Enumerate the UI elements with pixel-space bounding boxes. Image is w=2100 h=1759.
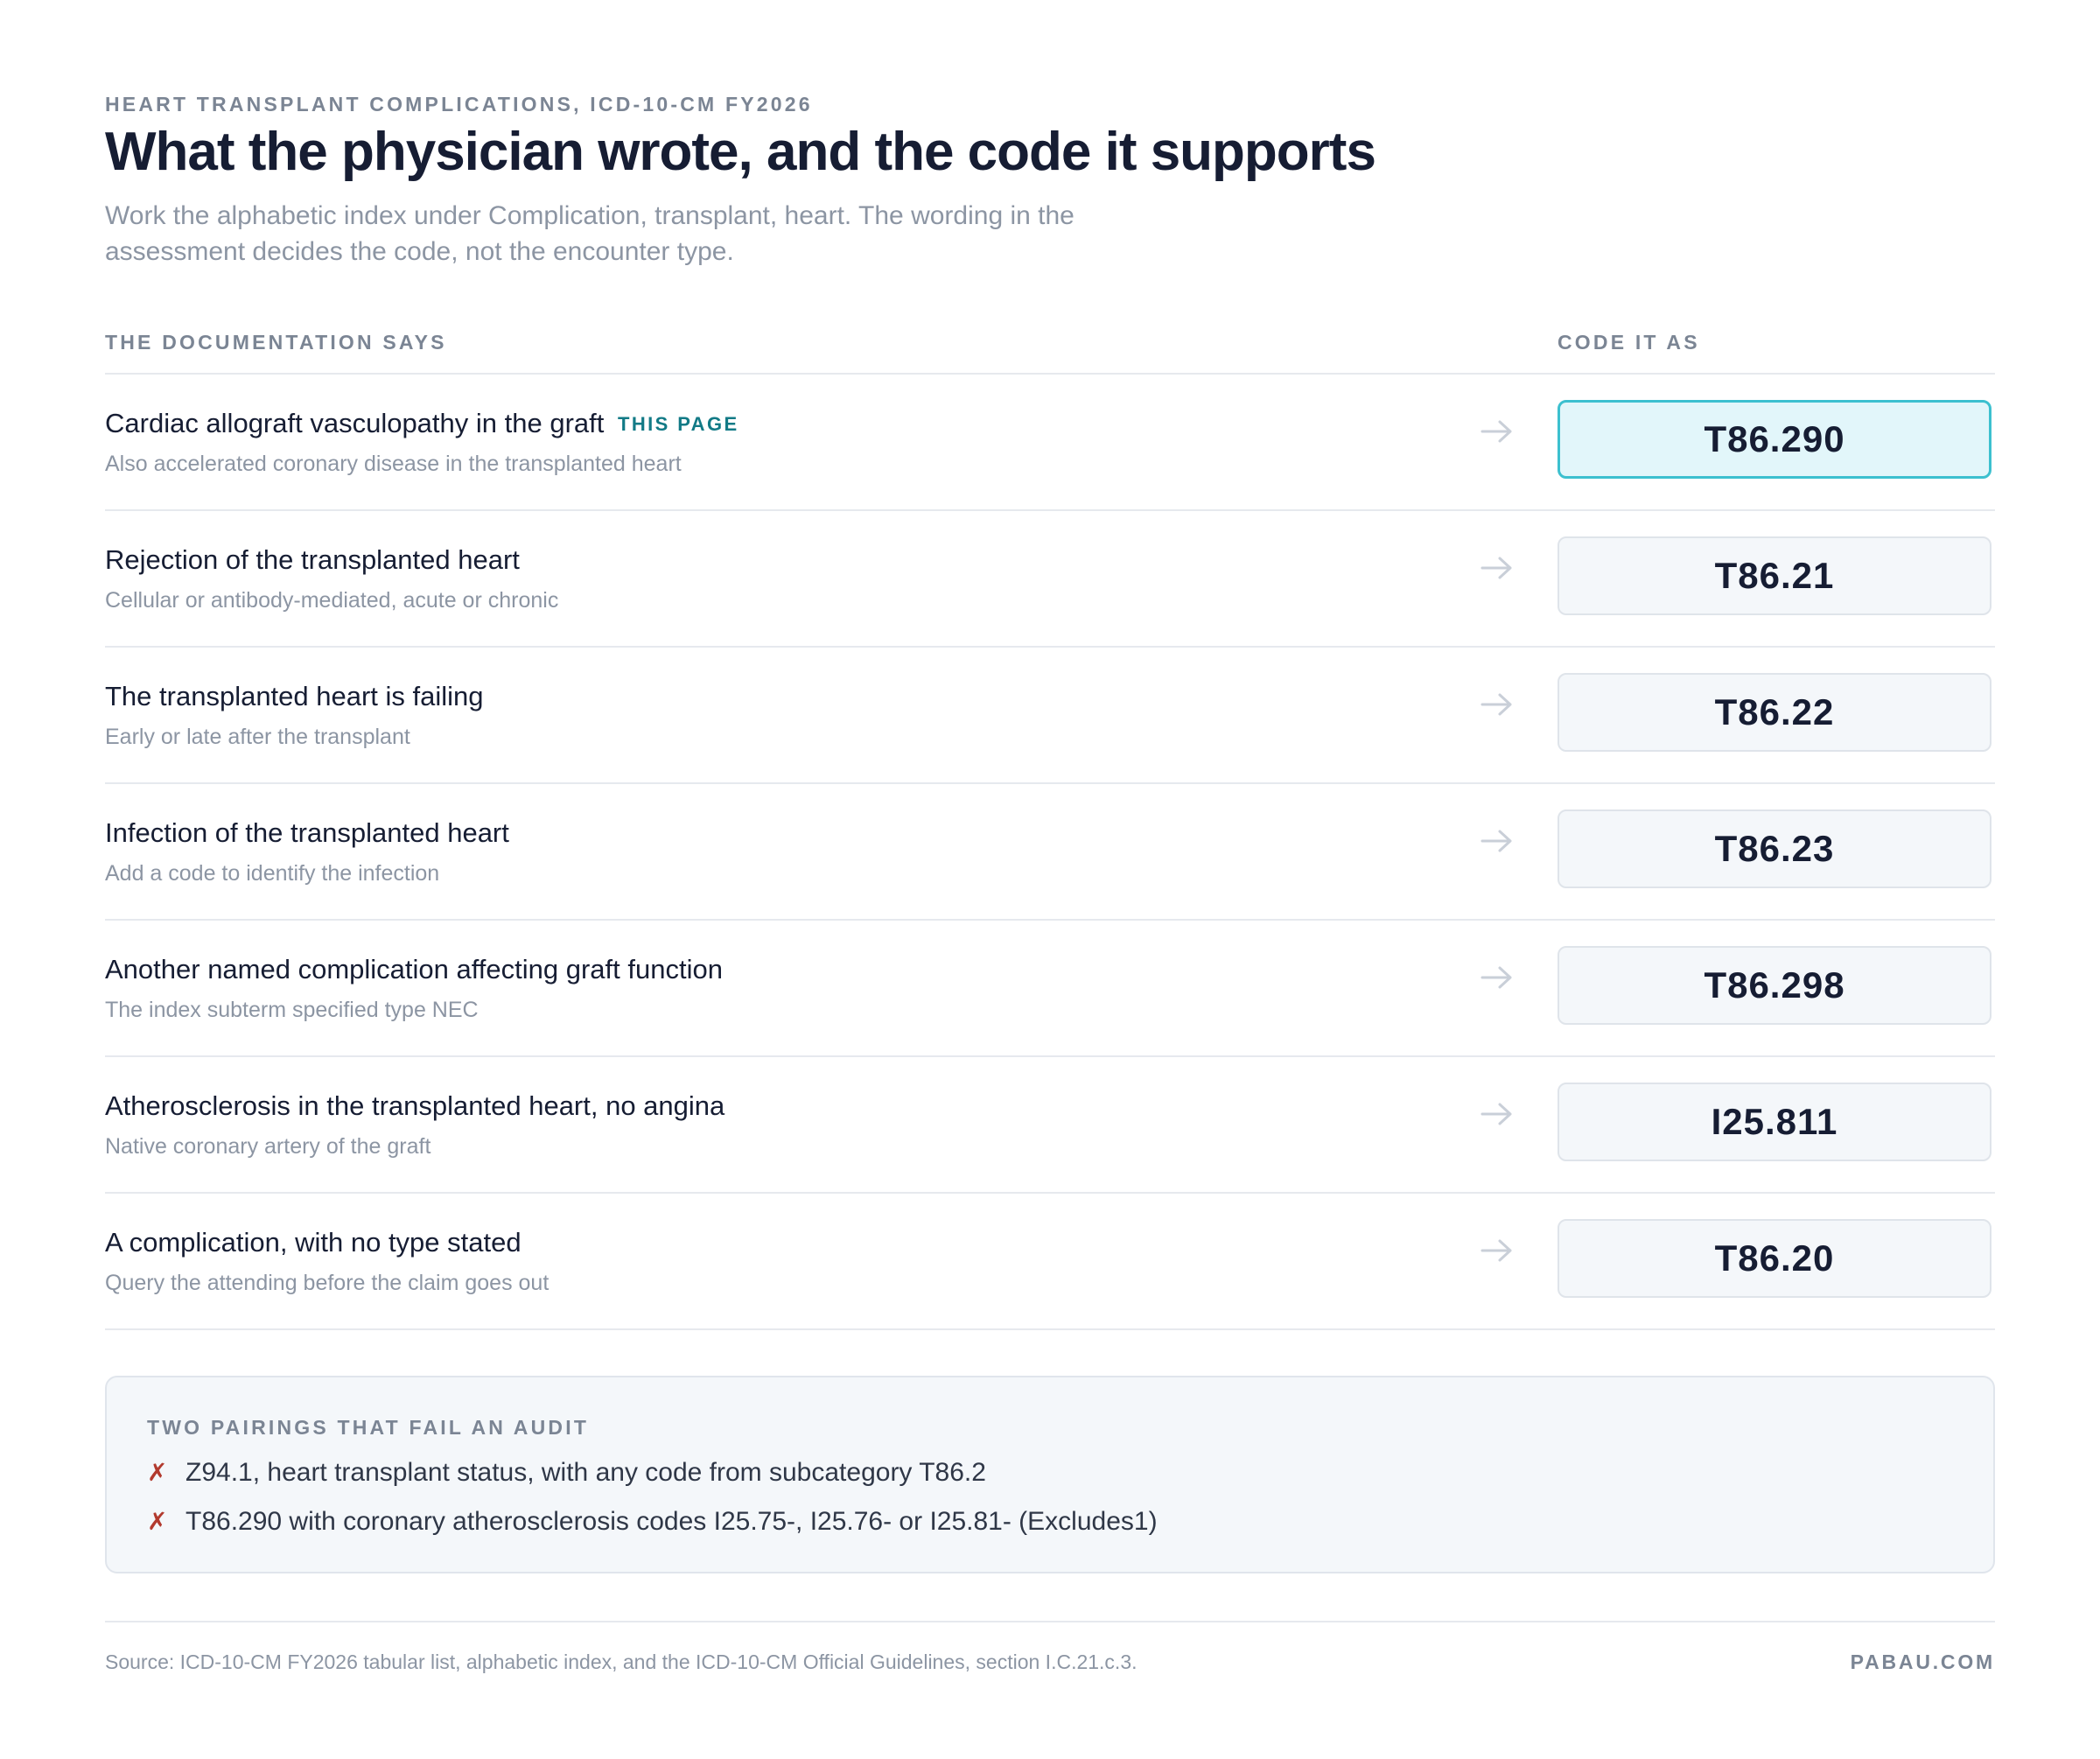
row-title: The transplanted heart is failing xyxy=(105,681,484,711)
table-row: Another named complication affecting gra… xyxy=(105,921,1995,1057)
code-mapping-table: Cardiac allograft vasculopathy in the gr… xyxy=(105,373,1995,1330)
row-subtitle: Add a code to identify the infection xyxy=(105,861,440,886)
arrow-right-icon xyxy=(1480,420,1512,443)
table-row: The transplanted heart is failing Early … xyxy=(105,648,1995,784)
arrow-right-icon xyxy=(1480,966,1512,989)
audit-item: ✗ T86.290 with coronary atherosclerosis c… xyxy=(147,1507,1158,1537)
row-title: Atherosclerosis in the transplanted hear… xyxy=(105,1090,725,1121)
audit-item-text: Z94.1, heart transplant status, with any… xyxy=(186,1458,986,1487)
page-subtitle: Work the alphabetic index under Complica… xyxy=(105,201,1074,266)
row-subtitle: The index subterm specified type NEC xyxy=(105,998,479,1022)
table-row: Atherosclerosis in the transplanted hear… xyxy=(105,1057,1995,1194)
row-subtitle: Cellular or antibody-mediated, acute or … xyxy=(105,588,559,613)
code-box: T86.290 xyxy=(1558,400,1992,479)
table-row: Cardiac allograft vasculopathy in the gr… xyxy=(105,375,1995,511)
arrow-right-icon xyxy=(1480,557,1512,579)
arrow-right-icon xyxy=(1480,1103,1512,1125)
table-row: Infection of the transplanted heart Add … xyxy=(105,784,1995,921)
arrow-right-icon xyxy=(1480,1239,1512,1262)
row-title: Infection of the transplanted heart xyxy=(105,817,509,848)
x-mark-icon: ✗ xyxy=(147,1458,168,1487)
code-box: T86.298 xyxy=(1558,946,1992,1025)
x-mark-icon: ✗ xyxy=(147,1507,168,1536)
arrow-right-icon xyxy=(1480,830,1512,852)
eyebrow: HEART TRANSPLANT COMPLICATIONS, ICD-10-C… xyxy=(105,93,813,116)
brand-link[interactable]: PABAU.COM xyxy=(1850,1650,1995,1673)
source-note: Source: ICD-10-CM FY2026 tabular list, a… xyxy=(105,1650,1138,1673)
arrow-right-icon xyxy=(1480,693,1512,716)
code-box: T86.20 xyxy=(1558,1219,1992,1298)
table-row: A complication, with no type stated Quer… xyxy=(105,1194,1995,1330)
this-page-badge: THIS PAGE xyxy=(618,413,739,435)
column-header-code: CODE IT AS xyxy=(1558,331,1700,354)
row-title: Rejection of the transplanted heart xyxy=(105,544,520,575)
footer-divider xyxy=(105,1621,1995,1622)
row-subtitle: Also accelerated coronary disease in the… xyxy=(105,452,682,476)
column-header-documentation: THE DOCUMENTATION SAYS xyxy=(105,331,447,354)
row-title: A complication, with no type stated xyxy=(105,1227,522,1258)
code-box: T86.23 xyxy=(1558,809,1992,888)
row-subtitle: Query the attending before the claim goe… xyxy=(105,1271,550,1295)
row-title: Cardiac allograft vasculopathy in the gr… xyxy=(105,408,605,438)
page-title: What the physician wrote, and the code i… xyxy=(105,122,1376,182)
audit-heading: TWO PAIRINGS THAT FAIL AN AUDIT xyxy=(147,1416,590,1439)
audit-item-text: T86.290 with coronary atherosclerosis co… xyxy=(186,1507,1158,1536)
audit-warning-panel: TWO PAIRINGS THAT FAIL AN AUDIT ✗ Z94.1, … xyxy=(105,1376,1995,1573)
row-subtitle: Early or late after the transplant xyxy=(105,725,410,749)
code-box: T86.22 xyxy=(1558,673,1992,752)
code-box: I25.811 xyxy=(1558,1083,1992,1161)
row-title: Another named complication affecting gra… xyxy=(105,954,723,985)
page: HEART TRANSPLANT COMPLICATIONS, ICD-10-C… xyxy=(105,0,1995,1759)
row-subtitle: Native coronary artery of the graft xyxy=(105,1134,431,1159)
code-box: T86.21 xyxy=(1558,536,1992,615)
audit-item: ✗ Z94.1, heart transplant status, with an… xyxy=(147,1458,986,1488)
table-row: Rejection of the transplanted heart Cell… xyxy=(105,511,1995,648)
